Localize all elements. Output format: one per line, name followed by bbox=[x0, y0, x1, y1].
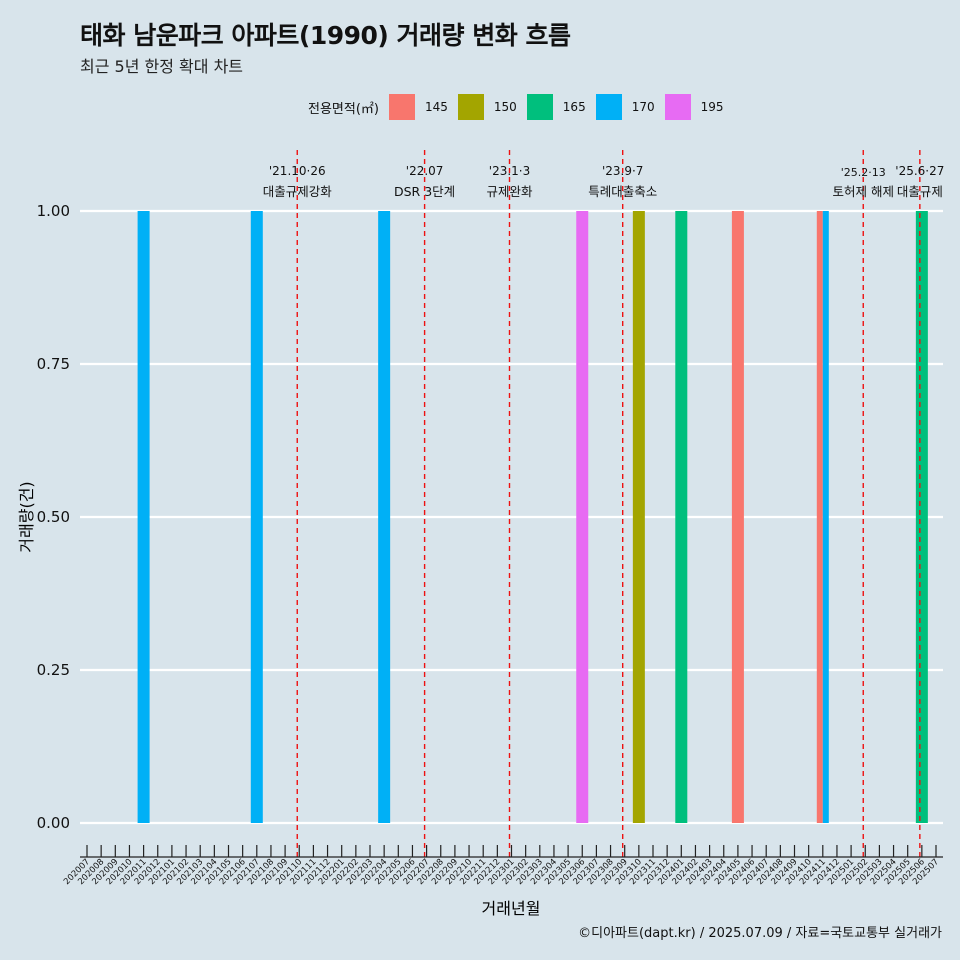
gridlines bbox=[80, 209, 943, 825]
y-tick-label-1: 0.25 bbox=[37, 661, 70, 679]
event-date-202110: '21.10·26 bbox=[269, 164, 326, 178]
legend-label-150: 150 bbox=[493, 100, 517, 114]
bar-202506-165 bbox=[915, 211, 928, 823]
x-axis: 2020072020082020092020102020112020122021… bbox=[62, 845, 943, 887]
legend-key-195 bbox=[664, 94, 691, 120]
event-date-202502: '25.2·13 bbox=[841, 166, 886, 179]
legend-item-145: 145 bbox=[388, 94, 448, 120]
legend-label-165: 165 bbox=[562, 100, 586, 114]
bar-202401-165 bbox=[675, 211, 688, 823]
legend-label-195: 195 bbox=[700, 100, 724, 114]
event-date-202207: '22.07 bbox=[406, 164, 444, 178]
bar-202204-170 bbox=[378, 211, 391, 823]
chart-title: 태화 남운파크 아파트(1990) 거래량 변화 흐름 bbox=[80, 21, 571, 50]
x-axis-label: 거래년월 bbox=[482, 899, 541, 918]
event-lines: '21.10·26 대출규제강화 '22.07 DSR 3단계 '23.1·3 규제완화 '… bbox=[263, 150, 944, 857]
bar-202107-170 bbox=[250, 211, 263, 823]
legend-key-170 bbox=[595, 94, 622, 120]
bar-202011-170 bbox=[137, 211, 150, 823]
bar-202411-170 bbox=[822, 211, 829, 823]
legend-item-195: 195 bbox=[664, 94, 724, 120]
caption: ©디아파트(dapt.kr) / 2025.07.09 / 자료=국토교통부 실… bbox=[578, 926, 942, 941]
event-date-202301: '23.1·3 bbox=[489, 164, 530, 178]
y-axis: 0.00 0.25 0.50 0.75 1.00 bbox=[37, 202, 70, 832]
event-label-202502: 토허제 해제 bbox=[833, 184, 894, 199]
y-tick-label-4: 1.00 bbox=[37, 202, 70, 220]
chart-subtitle: 최근 5년 한정 확대 차트 bbox=[80, 57, 244, 76]
legend-label-170: 170 bbox=[631, 100, 655, 114]
y-tick-label-3: 0.75 bbox=[37, 355, 70, 373]
event-label-202110: 대출규제강화 bbox=[263, 184, 333, 199]
y-axis-label: 거래량(건) bbox=[17, 481, 36, 552]
event-label-202309: 특례대출축소 bbox=[588, 184, 657, 199]
y-tick-label-0: 0.00 bbox=[37, 814, 70, 832]
legend: 전용면적(㎡) 145 150 165 170 195 bbox=[308, 93, 734, 121]
bar-202411-145 bbox=[816, 211, 823, 823]
legend-item-170: 170 bbox=[595, 94, 655, 120]
legend-item-150: 150 bbox=[457, 94, 517, 120]
legend-item-165: 165 bbox=[526, 94, 586, 120]
bar-202310-150 bbox=[632, 211, 645, 823]
legend-title: 전용면적(㎡) bbox=[308, 101, 379, 117]
event-date-202506: '25.6·27 bbox=[895, 164, 944, 178]
y-tick-label-2: 0.50 bbox=[37, 508, 70, 526]
legend-label-145: 145 bbox=[424, 100, 448, 114]
legend-key-150 bbox=[457, 94, 484, 120]
legend-key-165 bbox=[526, 94, 553, 120]
bars bbox=[137, 211, 928, 823]
bar-202405-145 bbox=[731, 211, 744, 823]
bar-202306-195 bbox=[576, 211, 589, 823]
event-label-202506: 대출규제 bbox=[897, 184, 943, 199]
event-label-202207: DSR 3단계 bbox=[394, 184, 455, 199]
legend-key-145 bbox=[388, 94, 415, 120]
event-label-202301: 규제완화 bbox=[486, 184, 533, 199]
event-date-202309: '23.9·7 bbox=[602, 164, 643, 178]
